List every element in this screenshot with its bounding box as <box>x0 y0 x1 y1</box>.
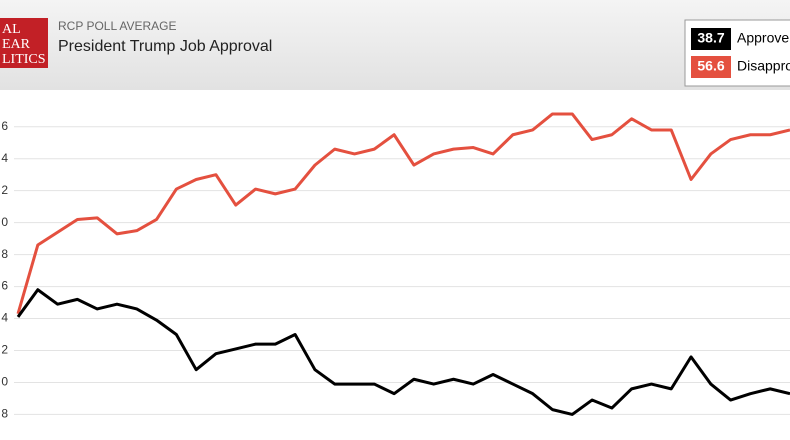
y-tick-label: 2 <box>1 183 8 197</box>
header-bg <box>0 0 790 90</box>
y-tick-label: 4 <box>1 151 8 165</box>
chart-title: President Trump Job Approval <box>58 38 272 55</box>
y-tick-label: 4 <box>1 311 8 325</box>
kicker: RCP POLL AVERAGE <box>58 19 177 33</box>
legend-value: 56.6 <box>697 58 724 74</box>
legend-swatch <box>691 28 731 50</box>
y-tick-label: 0 <box>1 375 8 389</box>
line <box>16 288 790 416</box>
logo-text: LITICS <box>2 52 46 67</box>
logo <box>0 18 48 68</box>
logo-text: AL <box>2 22 21 37</box>
y-tick-label: 8 <box>1 247 8 261</box>
legend-label: Approve <box>737 30 789 46</box>
legend-value: 38.7 <box>697 30 724 46</box>
plot-bg <box>0 90 790 440</box>
y-tick-label: 6 <box>1 279 8 293</box>
legend-swatch <box>691 56 731 78</box>
line <box>16 112 790 315</box>
y-tick-label: 6 <box>1 119 8 133</box>
legend-label: Disappro <box>737 58 790 74</box>
logo-text: EAR <box>2 37 31 52</box>
y-tick-label: 8 <box>1 407 8 421</box>
y-tick-label: 0 <box>1 215 8 229</box>
y-tick-label: 2 <box>1 343 8 357</box>
